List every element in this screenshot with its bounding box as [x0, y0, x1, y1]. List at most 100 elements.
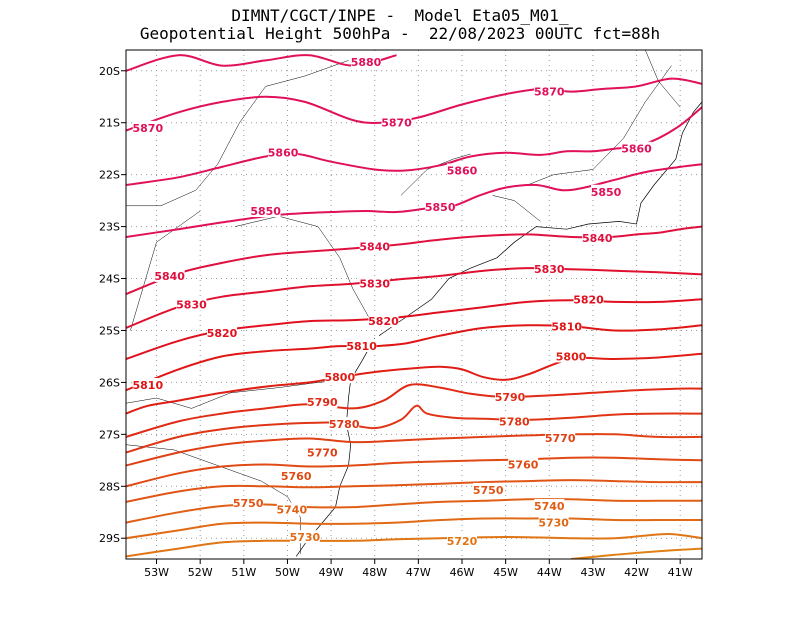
- contour-label-5830: 5830: [176, 299, 207, 312]
- lon-tick-label: 41W: [668, 566, 693, 579]
- contour-label-bg: [132, 378, 163, 392]
- contour-label-5800: 5800: [556, 350, 587, 363]
- contour-label-5790: 5790: [307, 396, 338, 409]
- lat-tick-label: 22S: [99, 169, 120, 182]
- contour-label-5810: 5810: [551, 320, 582, 333]
- state-border: [126, 379, 349, 409]
- contour-label-bg: [621, 141, 652, 155]
- lat-tick-label: 20S: [99, 65, 120, 78]
- lat-tick-label: 24S: [99, 273, 120, 286]
- lon-tick-label: 50W: [275, 566, 300, 579]
- contour-label-5760: 5760: [281, 470, 312, 483]
- contour-label-5770: 5770: [307, 447, 338, 460]
- lon-tick-label: 44W: [537, 566, 562, 579]
- contour-label-5860: 5860: [268, 146, 299, 159]
- lon-tick-label: 43W: [580, 566, 605, 579]
- contour-line-5760: [126, 456, 702, 488]
- contour-label-5860: 5860: [447, 164, 478, 177]
- contour-label-5730: 5730: [538, 517, 569, 530]
- contour-label-bg: [359, 239, 390, 253]
- contour-label-bg: [307, 445, 338, 459]
- contour-label-bg: [591, 184, 621, 198]
- contour-label-bg: [508, 457, 539, 471]
- contour-line-5870: [126, 77, 702, 132]
- contour-line-5780: [126, 404, 702, 454]
- height-contours: [126, 54, 702, 559]
- contour-label-5820: 5820: [207, 327, 238, 340]
- lon-tick-label: 45W: [493, 566, 518, 579]
- contour-label-bg: [329, 416, 360, 430]
- contour-label-bg: [359, 276, 390, 290]
- contour-label-bg: [324, 370, 355, 384]
- state-border: [126, 444, 301, 554]
- contour-label-5770: 5770: [545, 432, 576, 445]
- lat-tick-label: 29S: [99, 532, 120, 545]
- contour-label-5840: 5840: [154, 270, 185, 283]
- contour-label-5860: 5860: [621, 143, 652, 156]
- contour-label-5760: 5760: [508, 458, 539, 471]
- contour-label-5750: 5750: [233, 497, 264, 510]
- axis-ticks: 53W 52W 51W 50W 49W 48W 47W 46W 45W 44W 43W 42W 41W 2…: [99, 65, 693, 579]
- contour-line-5840: [126, 225, 702, 296]
- contour-line-5740: [126, 498, 702, 524]
- contour-label-bg: [582, 231, 613, 245]
- contour-label-5720: 5720: [447, 535, 478, 548]
- contour-label-bg: [473, 482, 504, 496]
- state-border: [126, 60, 349, 207]
- contour-label-bg: [447, 533, 477, 547]
- contour-label-bg: [534, 499, 565, 513]
- contour-label-bg: [534, 84, 565, 98]
- contour-label-5880: 5880: [351, 56, 382, 69]
- contour-label-bg: [545, 430, 576, 444]
- lon-tick-label: 52W: [188, 566, 213, 579]
- contour-label-5830: 5830: [534, 263, 565, 276]
- contour-label-5800: 5800: [325, 371, 356, 384]
- contour-label-5830: 5830: [359, 278, 390, 291]
- contour-label-bg: [368, 314, 399, 328]
- contour-label-5870: 5870: [534, 86, 565, 99]
- contour-label-bg: [289, 530, 320, 544]
- contour-label-bg: [176, 297, 207, 311]
- contour-label-5840: 5840: [582, 232, 613, 245]
- contour-label-bg: [499, 414, 530, 428]
- lat-tick-label: 25S: [99, 324, 120, 337]
- contour-label-5850: 5850: [425, 201, 456, 214]
- contour-label-5820: 5820: [573, 293, 604, 306]
- graticule: [126, 50, 702, 559]
- contour-line-5720: [126, 532, 702, 558]
- lon-tick-label: 51W: [231, 566, 256, 579]
- contour-line-5850: [126, 163, 702, 238]
- contour-label-5870: 5870: [381, 117, 412, 130]
- contour-label-5790: 5790: [495, 391, 526, 404]
- state-border: [492, 195, 541, 222]
- state-border: [235, 215, 371, 321]
- contour-label-5850: 5850: [591, 186, 622, 199]
- map-title-line2: Geopotential Height 500hPa - 22/08/2023 …: [139, 24, 661, 43]
- contour-label-bg: [132, 120, 163, 134]
- contour-line-5830: [126, 267, 702, 329]
- contour-label-bg: [573, 292, 604, 306]
- contour-line-5770: [126, 433, 702, 467]
- contour-label-bg: [351, 54, 381, 68]
- contour-line-5790: [126, 383, 702, 438]
- contour-label-5840: 5840: [359, 240, 390, 253]
- contour-label-bg: [154, 268, 185, 282]
- lon-tick-label: 49W: [319, 566, 344, 579]
- contour-label-5750: 5750: [473, 484, 504, 497]
- contour-label-bg: [556, 349, 587, 363]
- lat-tick-label: 21S: [99, 117, 120, 130]
- contour-label-5780: 5780: [329, 418, 360, 431]
- contour-label-bg: [534, 262, 565, 276]
- lat-tick-label: 23S: [99, 221, 120, 234]
- contour-label-bg: [207, 326, 237, 340]
- contour-label-5780: 5780: [499, 415, 530, 428]
- contour-label-bg: [447, 163, 477, 177]
- map-title-line1: DIMNT/CGCT/INPE - Model Eta05_M01_: [231, 6, 569, 25]
- contour-label-5810: 5810: [346, 340, 377, 353]
- lon-tick-label: 48W: [362, 566, 387, 579]
- contour-label-5870: 5870: [133, 122, 164, 135]
- lat-tick-label: 27S: [99, 428, 120, 441]
- contour-label-bg: [250, 204, 281, 218]
- contour-label-bg: [495, 389, 525, 403]
